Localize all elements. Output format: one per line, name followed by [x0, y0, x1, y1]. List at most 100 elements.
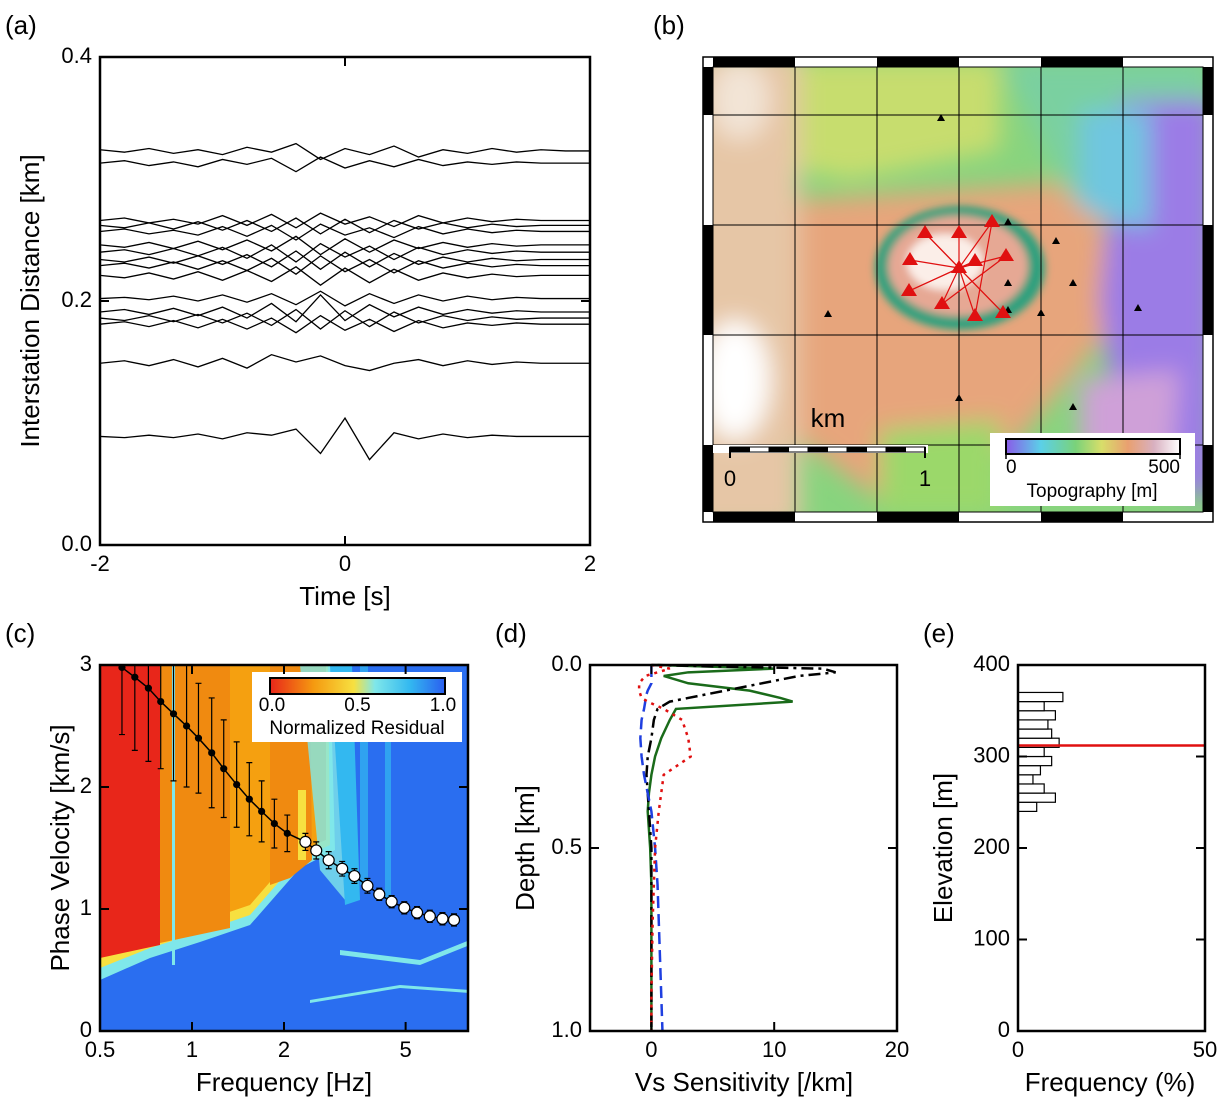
- scalebar-unit: km: [811, 403, 846, 433]
- map: [702, 56, 1214, 523]
- histogram-bar: [1017, 710, 1057, 721]
- data-point: [118, 665, 126, 672]
- histogram-bar: [1017, 765, 1042, 776]
- scalebar-segment: [885, 446, 906, 453]
- trace: [99, 250, 590, 271]
- x-tick-label: -2: [90, 551, 110, 576]
- data-point: [410, 906, 424, 919]
- trace: [99, 217, 590, 235]
- y-tick-label: 0: [998, 1017, 1010, 1042]
- sensitivity-line: [645, 663, 836, 1031]
- trace: [99, 255, 590, 275]
- x-axis-label: Frequency (%): [1025, 1067, 1196, 1097]
- y-axis-label: Depth [km]: [510, 785, 540, 911]
- colorbar: [269, 677, 446, 695]
- data-point: [436, 912, 449, 925]
- x-tick-label: 2: [278, 1037, 290, 1062]
- scalebar-label: 0: [724, 466, 736, 491]
- y-axis-label: Phase Velocity [km/s]: [45, 724, 75, 971]
- colorbar-tick-label: 1.0: [430, 695, 456, 716]
- y-tick-label: 200: [973, 834, 1010, 859]
- data-point: [361, 879, 374, 892]
- data-point: [144, 684, 152, 692]
- data-point: [208, 749, 216, 757]
- x-tick-label: 0: [645, 1037, 657, 1062]
- data-point: [423, 910, 436, 923]
- colorbar-tick-label: 500: [1148, 457, 1180, 478]
- histogram-bar: [1017, 783, 1045, 794]
- y-tick-label: 300: [973, 742, 1010, 767]
- y-tick-label: 3: [80, 651, 92, 676]
- scalebar-segment: [846, 446, 867, 453]
- scalebar-segment: [807, 446, 828, 453]
- histogram-bar: [1017, 700, 1045, 712]
- data-point: [233, 780, 241, 789]
- trace: [99, 223, 590, 241]
- plot-frame: [588, 663, 899, 1033]
- x-tick-label: 0: [339, 551, 351, 576]
- scalebar-segment: [905, 446, 926, 453]
- data-point: [398, 901, 411, 914]
- data-point: [447, 913, 461, 927]
- data-point: [336, 862, 349, 875]
- map-border: [703, 57, 1213, 522]
- y-tick-label: 0.2: [61, 287, 92, 312]
- trace: [99, 156, 590, 173]
- colorbar-label: Normalized Residual: [269, 718, 444, 739]
- histogram-bar: [1017, 774, 1034, 785]
- plot-frame: [98, 663, 470, 1033]
- sensitivity-line: [637, 663, 693, 1031]
- y-tick-label: 1.0: [551, 1017, 582, 1042]
- histogram-bar: [1017, 746, 1045, 758]
- data-point: [385, 895, 398, 908]
- x-tick-label: 10: [762, 1037, 786, 1062]
- data-point: [348, 869, 361, 883]
- histogram-bar: [1017, 792, 1057, 803]
- data-point: [283, 829, 291, 837]
- sensitivity-line: [639, 665, 664, 1032]
- array-stations: [901, 214, 1014, 321]
- y-tick-label: 0.4: [61, 43, 92, 68]
- scalebar-segment: [749, 446, 770, 453]
- histogram-bar: [1017, 691, 1064, 703]
- dispersion-curve: [118, 665, 461, 927]
- x-axis-label: Vs Sensitivity [/km]: [635, 1067, 853, 1097]
- sensitivity-line: [646, 663, 793, 1031]
- x-axis-label: Frequency [Hz]: [196, 1067, 372, 1097]
- y-tick-label: 0.0: [551, 651, 582, 676]
- scalebar-segment: [827, 446, 848, 453]
- data-point: [157, 697, 165, 706]
- x-tick-label: 20: [885, 1037, 909, 1062]
- x-tick-label: 0: [1012, 1037, 1024, 1062]
- trace: [99, 308, 590, 330]
- data-point: [258, 807, 266, 816]
- trace: [99, 290, 590, 307]
- trace: [99, 314, 590, 334]
- data-point: [322, 854, 335, 867]
- y-tick-label: 100: [973, 925, 1010, 950]
- data-point: [310, 844, 323, 857]
- data-point: [169, 710, 178, 718]
- histogram-bar: [1017, 728, 1053, 739]
- data-point: [194, 734, 203, 742]
- plot-frame: [1016, 663, 1207, 1033]
- y-tick-label: 1: [80, 895, 92, 920]
- colorbar: [1005, 438, 1181, 455]
- panel-label: (b): [653, 10, 685, 40]
- x-axis-label: Time [s]: [299, 581, 390, 611]
- y-axis-label: Elevation [m]: [928, 773, 958, 923]
- trace: [99, 293, 590, 323]
- x-tick-label: 5: [399, 1037, 411, 1062]
- trace: [99, 416, 590, 461]
- x-tick-label: 1: [186, 1037, 198, 1062]
- y-tick-label: 2: [80, 773, 92, 798]
- panel-label: (e): [923, 618, 955, 648]
- y-axis-label: Interstation Distance [km]: [15, 154, 45, 447]
- panel-label: (c): [5, 618, 35, 648]
- trace: [99, 266, 590, 286]
- colorbar-tick-label: 0.5: [344, 695, 370, 716]
- scalebar-segment: [729, 446, 750, 453]
- x-tick-label: 50: [1193, 1037, 1217, 1062]
- data-point: [299, 835, 312, 849]
- data-point: [245, 795, 253, 803]
